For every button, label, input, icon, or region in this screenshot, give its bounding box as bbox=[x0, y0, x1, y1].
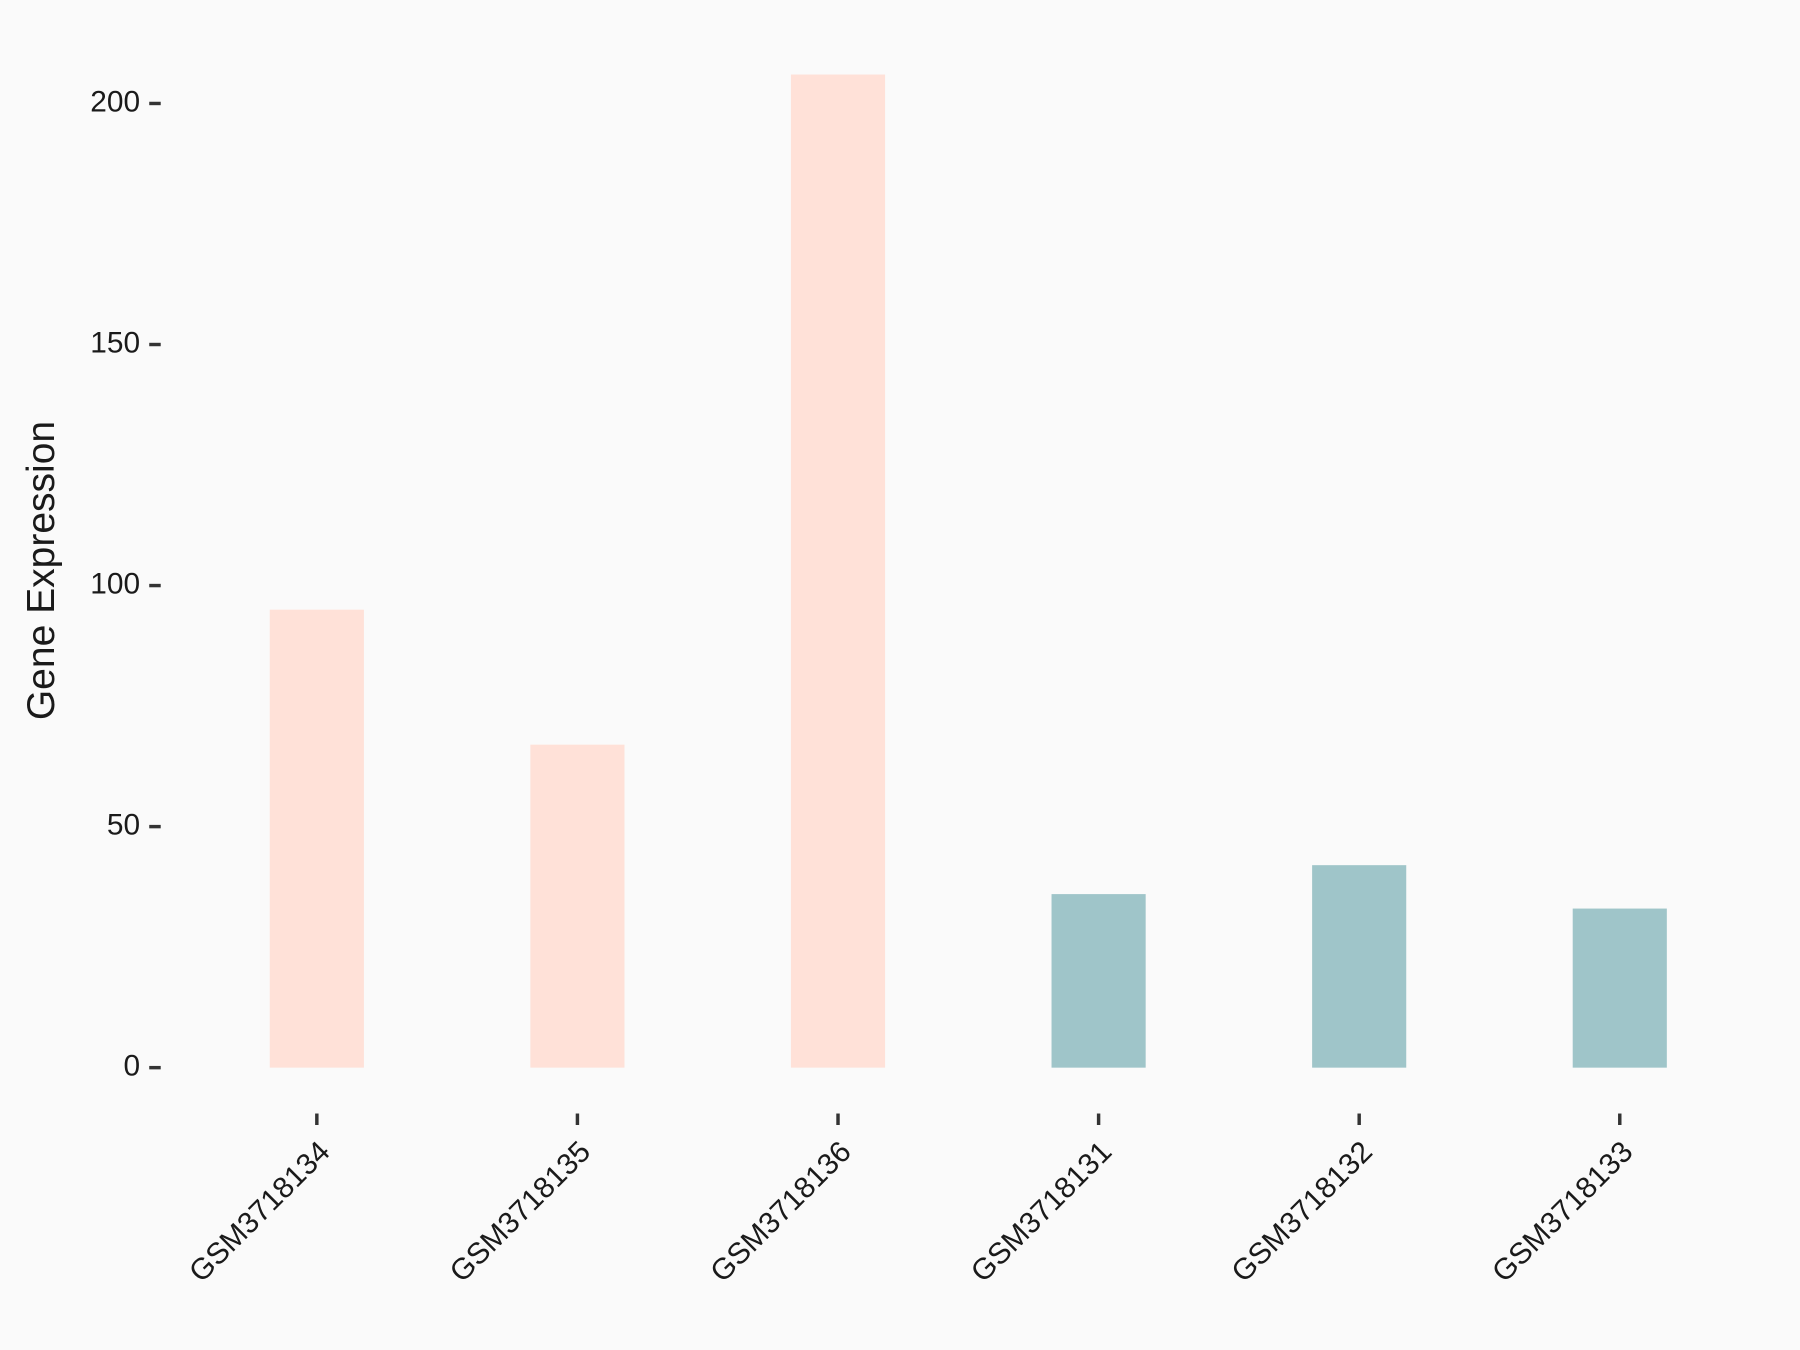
bar bbox=[1051, 894, 1146, 1068]
y-tick-label: 50 bbox=[107, 808, 140, 841]
y-tick-label: 0 bbox=[123, 1050, 140, 1083]
y-axis-title: Gene Expression bbox=[20, 421, 63, 720]
bar bbox=[1572, 908, 1667, 1068]
bar bbox=[790, 74, 886, 1068]
bar bbox=[1312, 865, 1407, 1068]
bar bbox=[530, 744, 625, 1068]
y-tick-label: 100 bbox=[90, 567, 140, 600]
y-tick-label: 150 bbox=[90, 326, 140, 359]
y-tick-label: 200 bbox=[90, 85, 140, 118]
bar bbox=[269, 609, 364, 1068]
